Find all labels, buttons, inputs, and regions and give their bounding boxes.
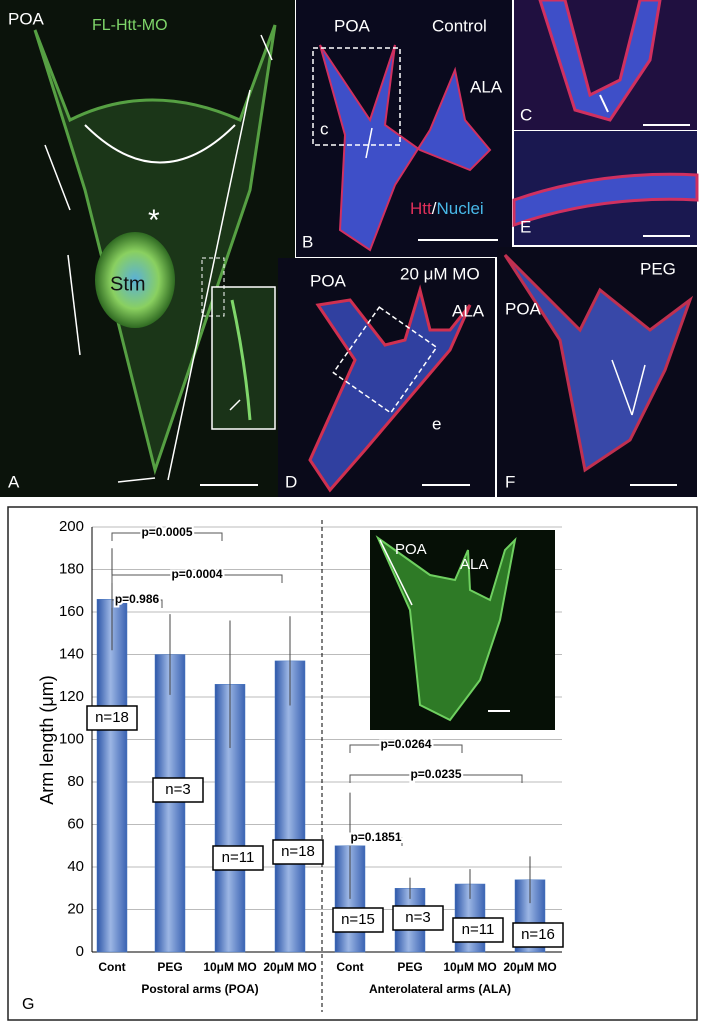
panel-label: F xyxy=(505,472,515,491)
y-tick-label: 0 xyxy=(76,943,84,960)
panel-text: POA xyxy=(8,9,45,28)
n-label: n=3 xyxy=(165,781,190,798)
p-bracket xyxy=(111,599,163,608)
panel-text: FL-Htt-MO xyxy=(92,17,168,34)
y-tick-label: 200 xyxy=(59,518,84,535)
y-tick-label: 180 xyxy=(59,560,84,577)
panel-label: C xyxy=(520,105,532,124)
n-label: n=15 xyxy=(341,911,375,928)
p-bracket xyxy=(349,744,463,753)
n-label: n=3 xyxy=(405,909,430,926)
inset-label: ALA xyxy=(460,556,488,573)
x-tick-label: 10μM MO xyxy=(203,960,256,974)
p-bracket xyxy=(111,532,223,541)
panel-text: Htt xyxy=(410,199,432,218)
n-label-box xyxy=(212,845,264,871)
panel-text: ALA xyxy=(452,301,485,320)
x-tick-label: 20μM MO xyxy=(263,960,316,974)
panel-text: POA xyxy=(310,271,347,290)
panel-label: E xyxy=(520,217,531,236)
panel-text: Nuclei xyxy=(436,199,483,218)
n-label-box xyxy=(86,705,138,731)
y-tick-label: 100 xyxy=(59,730,84,747)
x-tick-label: 20μM MO xyxy=(503,960,556,974)
panel-text: e xyxy=(432,414,441,433)
n-label: n=16 xyxy=(521,926,555,943)
panel-label: B xyxy=(302,232,313,251)
panel-text: Stm xyxy=(110,273,146,295)
n-label-box xyxy=(332,907,384,933)
panel-text: / xyxy=(432,199,437,218)
p-value: p=0.0005 xyxy=(141,525,192,539)
y-tick-label: 160 xyxy=(59,603,84,620)
y-tick-label: 120 xyxy=(59,688,84,705)
panel-text: POA xyxy=(505,299,542,318)
y-tick-label: 60 xyxy=(67,815,84,832)
p-bracket xyxy=(349,837,403,846)
panel-text: 20 μM MO xyxy=(400,264,480,283)
panel-b: POA Control ALA c Htt/Nuclei B xyxy=(296,0,512,257)
y-tick-label: 20 xyxy=(67,900,84,917)
x-tick-label: PEG xyxy=(157,960,182,974)
p-value: p=0.986 xyxy=(115,592,160,606)
n-label-box xyxy=(272,839,324,865)
n-label: n=11 xyxy=(222,849,255,866)
bar xyxy=(154,654,186,953)
p-bracket xyxy=(349,774,523,783)
n-label-box xyxy=(452,917,504,943)
p-value: p=0.1851 xyxy=(350,830,401,844)
panel-text: POA xyxy=(334,16,371,35)
n-label: n=18 xyxy=(95,709,129,726)
bar xyxy=(96,599,128,953)
n-label-box xyxy=(392,905,444,931)
y-axis-label: Arm length (μm) xyxy=(37,675,57,804)
panel-text: PEG xyxy=(640,259,676,278)
x-tick-label: PEG xyxy=(397,960,422,974)
p-value: p=0.0235 xyxy=(410,767,461,781)
y-tick-label: 140 xyxy=(59,645,84,662)
group-label: Postoral arms (POA) xyxy=(141,982,258,996)
p-value: p=0.0264 xyxy=(380,737,431,751)
y-tick-label: 40 xyxy=(67,858,84,875)
panel-text: * xyxy=(148,204,160,237)
p-bracket xyxy=(111,574,283,583)
x-tick-label: Cont xyxy=(98,960,125,974)
n-label: n=11 xyxy=(462,921,495,938)
p-value: p=0.0004 xyxy=(171,567,222,581)
bar xyxy=(274,660,306,953)
panel-label: D xyxy=(285,472,297,491)
panel-text: Control xyxy=(432,16,487,35)
n-label-box xyxy=(152,777,204,803)
panel-e: E xyxy=(512,131,699,245)
panel-label: G xyxy=(22,996,34,1013)
n-label-box xyxy=(512,922,564,948)
inset-label: POA xyxy=(395,541,427,558)
panel-text: c xyxy=(320,119,329,138)
panel-d: POA 20 μM MO ALA e D xyxy=(278,258,495,497)
panel-text: ALA xyxy=(470,77,503,96)
panel-label: A xyxy=(8,472,20,491)
x-tick-label: Cont xyxy=(336,960,363,974)
panel-f: PEG POA F xyxy=(497,247,697,497)
panel-c: C xyxy=(514,0,697,130)
y-tick-label: 80 xyxy=(67,773,84,790)
inset: POA ALA xyxy=(370,530,555,730)
x-tick-label: 10μM MO xyxy=(443,960,496,974)
panel-a: POA FL-Htt-MO * Stm A xyxy=(0,0,295,497)
n-label: n=18 xyxy=(281,843,315,860)
panel-text: Htt/Nuclei xyxy=(410,199,484,218)
group-label: Anterolateral arms (ALA) xyxy=(369,982,511,996)
